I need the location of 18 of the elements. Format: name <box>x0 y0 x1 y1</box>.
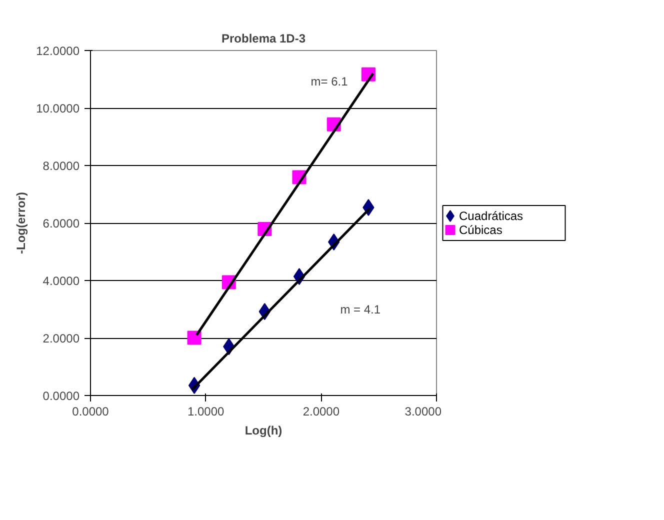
annotation: m = 4.1 <box>340 302 381 316</box>
x-tick-label: 2.0000 <box>302 404 340 418</box>
legend-label: Cúbicas <box>459 223 502 237</box>
x-tick-label: 3.0000 <box>404 404 442 418</box>
x-tick-label: 0.0000 <box>72 404 110 418</box>
y-tick-label: 6.0000 <box>42 216 80 230</box>
y-tick-label: 2.0000 <box>42 332 80 346</box>
y-tick-label: 0.0000 <box>42 389 80 403</box>
y-tick-label: 12.0000 <box>36 44 80 58</box>
y-tick-label: 8.0000 <box>42 159 80 173</box>
x-axis-title: Log(h) <box>244 424 282 438</box>
y-tick-label: 4.0000 <box>42 274 80 288</box>
x-tick-label: 1.0000 <box>187 404 225 418</box>
y-tick-label: 10.0000 <box>36 102 80 116</box>
chart-title: Problema 1D-3 <box>221 32 306 46</box>
legend-label: Cuadráticas <box>459 209 524 223</box>
y-axis-title: -Log(error) <box>14 192 28 254</box>
annotation: m= 6.1 <box>310 74 348 89</box>
